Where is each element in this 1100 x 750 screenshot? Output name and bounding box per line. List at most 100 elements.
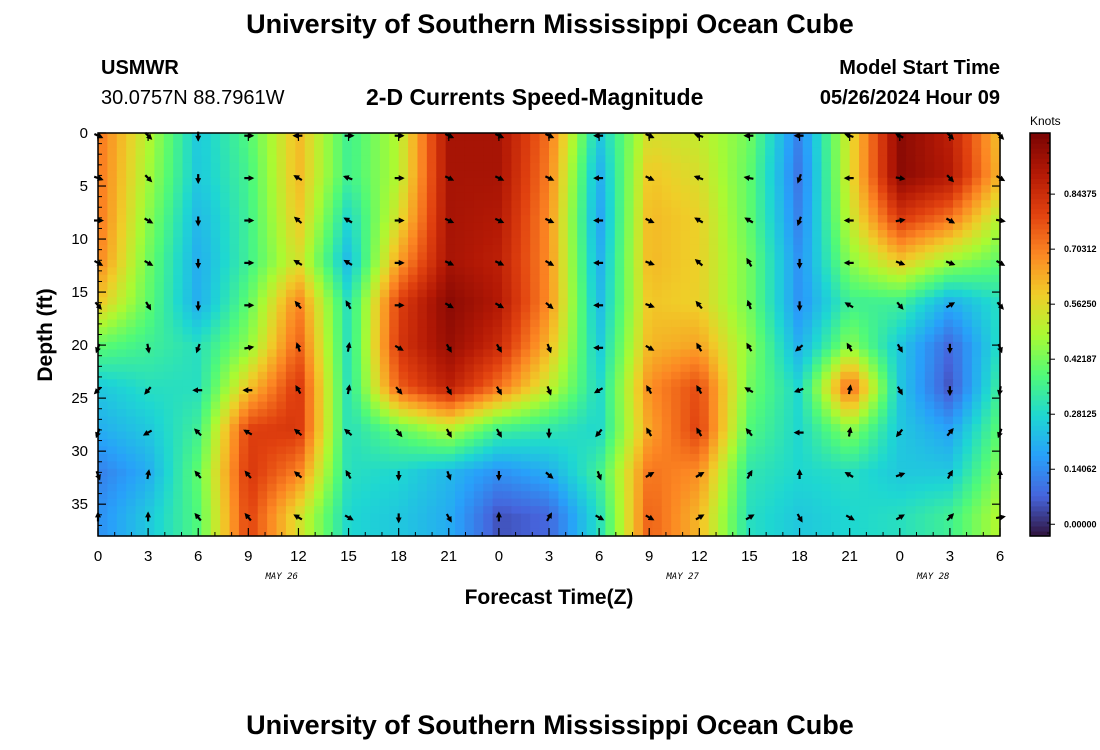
heatmap-cell [154, 379, 165, 388]
heatmap-cell [812, 416, 823, 425]
heatmap-cell [182, 282, 193, 291]
heatmap-cell [238, 252, 249, 261]
heatmap-cell [182, 237, 193, 246]
heatmap-cell [802, 140, 813, 149]
heatmap-cell [586, 147, 597, 156]
heatmap-cell [915, 304, 926, 313]
heatmap-cell [633, 147, 644, 156]
heatmap-cell [661, 491, 672, 500]
heatmap-cell [849, 274, 860, 283]
heatmap-cell [530, 177, 541, 186]
heatmap-cell [567, 461, 578, 470]
heatmap-cell [671, 274, 682, 283]
heatmap-cell [191, 297, 202, 306]
heatmap-cell [642, 185, 653, 194]
heatmap-cell [511, 177, 522, 186]
heatmap-cell [614, 498, 625, 507]
heatmap-cell [859, 244, 870, 253]
heatmap-cell [98, 244, 108, 253]
heatmap-cell [285, 438, 296, 448]
heatmap-cell [549, 401, 559, 410]
heatmap-cell [323, 185, 334, 194]
heatmap-cell [276, 207, 287, 216]
heatmap-cell [154, 289, 165, 298]
heatmap-cell [689, 200, 700, 209]
heatmap-cell [229, 438, 240, 448]
heatmap-cell [455, 483, 466, 492]
heatmap-cell [323, 230, 334, 239]
heatmap-cell [191, 491, 202, 500]
heatmap-cell [708, 282, 719, 291]
heatmap-cell [98, 453, 108, 462]
heatmap-cell [332, 185, 343, 194]
heatmap-cell [586, 327, 597, 336]
heatmap-cell [323, 453, 334, 462]
heatmap-cell [558, 513, 569, 522]
heatmap-cell [295, 140, 306, 149]
heatmap-cell [257, 155, 268, 164]
heatmap-cell [323, 364, 334, 373]
heatmap-cell [802, 319, 813, 328]
heatmap-cell [173, 424, 184, 433]
heatmap-cell [285, 498, 296, 507]
heatmap-cell [558, 259, 569, 268]
heatmap-cell [426, 230, 437, 239]
heatmap-cell [492, 185, 503, 194]
heatmap-cell [473, 349, 484, 358]
heatmap-cell [746, 252, 757, 261]
heatmap-cell [342, 252, 353, 261]
heatmap-cell [473, 424, 484, 433]
heatmap-cell [182, 386, 193, 395]
heatmap-cell [868, 371, 879, 380]
heatmap-cell [586, 289, 597, 298]
heatmap-cell [98, 252, 108, 261]
heatmap-cell [220, 468, 231, 477]
heatmap-cell [915, 416, 926, 425]
heatmap-cell [502, 244, 513, 253]
heatmap-cell [107, 379, 118, 388]
heatmap-cell [257, 230, 268, 239]
heatmap-cell [877, 170, 888, 179]
heatmap-cell [389, 215, 400, 224]
heatmap-cell [924, 453, 935, 462]
heatmap-cell [248, 491, 259, 500]
heatmap-cell [755, 424, 766, 433]
heatmap-cell [680, 312, 691, 321]
heatmap-cell [915, 319, 926, 328]
heatmap-cell [774, 438, 785, 448]
heatmap-cell [426, 446, 437, 455]
heatmap-cell [257, 244, 268, 253]
heatmap-cell [736, 207, 747, 216]
heatmap-cell [285, 476, 296, 485]
heatmap-cell [586, 513, 597, 522]
heatmap-cell [191, 237, 202, 246]
heatmap-cell [304, 185, 315, 194]
heatmap-cell [201, 424, 212, 433]
heatmap-cell [483, 506, 494, 515]
heatmap-cell [436, 155, 447, 164]
heatmap-cell [689, 341, 700, 351]
heatmap-cell [840, 274, 851, 283]
heatmap-cell [154, 513, 165, 522]
heatmap-cell [389, 252, 400, 261]
heatmap-cell [473, 416, 484, 425]
heatmap-cell [238, 438, 249, 448]
heatmap-cell [436, 170, 447, 179]
heatmap-cell [116, 192, 127, 201]
heatmap-cell [802, 200, 813, 209]
heatmap-cell [201, 476, 212, 485]
heatmap-cell [727, 259, 738, 268]
heatmap-cell [417, 133, 428, 142]
heatmap-cell [361, 431, 372, 440]
heatmap-cell [314, 453, 325, 462]
heatmap-cell [116, 356, 127, 365]
heatmap-cell [126, 394, 137, 403]
heatmap-cell [417, 416, 428, 425]
heatmap-cell [126, 334, 137, 343]
heatmap-cell [755, 237, 766, 246]
heatmap-cell [267, 267, 278, 276]
heatmap-cell [971, 230, 982, 239]
heatmap-cell [154, 483, 165, 492]
heatmap-cell [633, 185, 644, 194]
heatmap-cell [116, 177, 127, 186]
